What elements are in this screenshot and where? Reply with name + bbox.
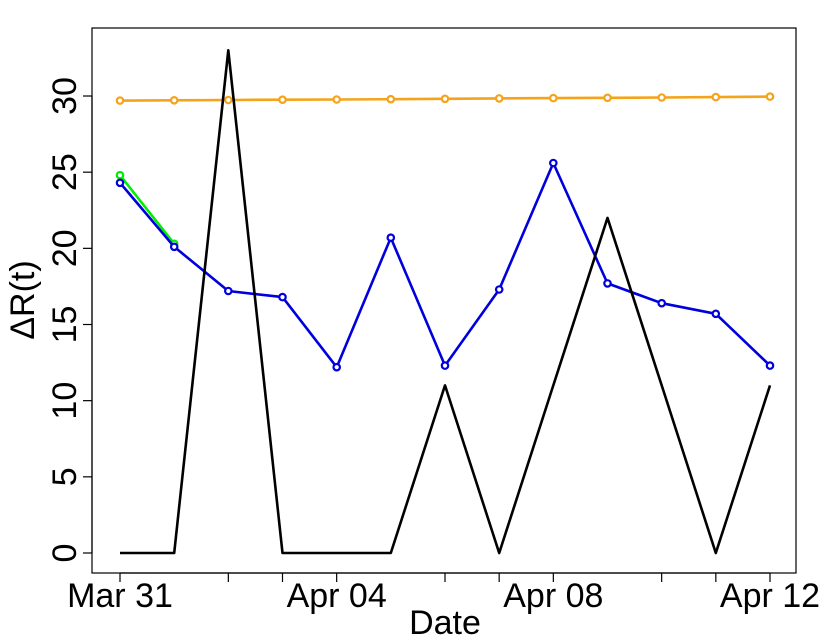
data-point <box>548 93 558 103</box>
x-tick-label: Apr 12 <box>720 577 820 615</box>
data-point <box>169 96 179 105</box>
data-point <box>224 95 233 105</box>
y-tick-label: 0 <box>46 544 84 563</box>
y-axis-title: ΔR(t) <box>4 260 42 339</box>
y-tick-label: 25 <box>46 153 84 191</box>
data-point <box>386 233 396 243</box>
x-tick-label: Apr 04 <box>287 577 387 615</box>
series-line <box>119 161 771 369</box>
data-point <box>603 279 612 288</box>
y-tick-label: 15 <box>46 306 84 344</box>
data-point <box>332 95 342 104</box>
plot-frame <box>91 27 797 574</box>
data-point <box>603 93 612 103</box>
x-tick-label: Mar 31 <box>67 577 173 615</box>
data-point <box>278 95 287 105</box>
data-point <box>224 286 233 296</box>
data-point <box>711 92 721 102</box>
data-point <box>711 309 721 319</box>
series-2 <box>115 158 775 372</box>
data-point <box>115 96 125 105</box>
y-tick-label: 5 <box>46 467 84 486</box>
data-point <box>278 292 287 302</box>
data-point <box>440 361 450 370</box>
data-point <box>332 362 342 372</box>
series-layer <box>115 48 775 555</box>
series-line <box>118 174 176 245</box>
data-point <box>386 94 396 104</box>
data-point <box>494 94 504 103</box>
data-point <box>115 170 125 180</box>
series-1 <box>115 170 179 249</box>
series-0 <box>115 92 775 105</box>
x-axis-ticks: Mar 31 Apr 04 Apr 08 Apr 12 <box>67 573 820 615</box>
y-axis-ticks: 0 5 10 15 20 25 30 <box>46 77 92 562</box>
data-point <box>169 242 179 252</box>
x-tick-label: Apr 08 <box>503 577 603 615</box>
data-point <box>548 158 558 168</box>
y-tick-label: 10 <box>46 382 84 420</box>
x-axis-title: Date <box>409 604 481 642</box>
data-point <box>494 285 504 294</box>
data-point <box>440 94 450 104</box>
y-tick-label: 30 <box>46 77 84 115</box>
y-tick-label: 20 <box>46 229 84 267</box>
data-point <box>765 92 775 101</box>
series-line <box>120 48 772 555</box>
data-point <box>115 178 125 188</box>
series-3 <box>120 48 772 555</box>
data-point <box>657 298 667 308</box>
data-point <box>657 93 667 102</box>
data-point <box>765 361 775 370</box>
